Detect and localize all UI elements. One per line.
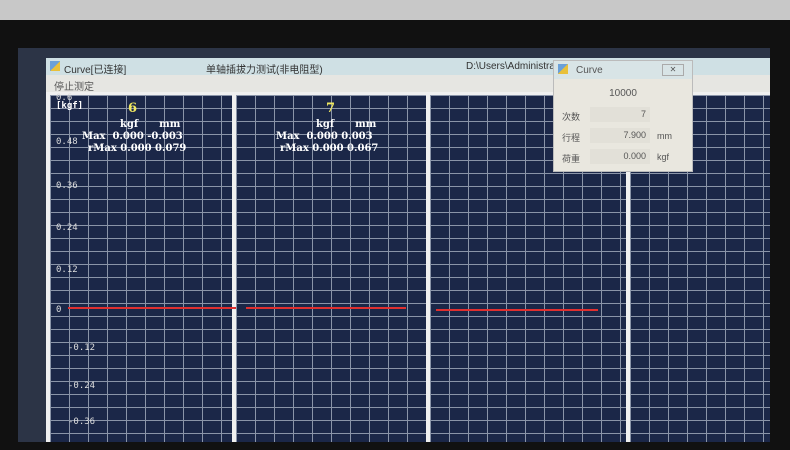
count-label: 次数 (562, 112, 581, 122)
y-label: -0.36 (68, 417, 96, 427)
channel-number: 6 (128, 101, 138, 116)
trace-line (68, 307, 246, 309)
plot-area: 0.6 [kgf] 0.48 0.36 0.24 0.12 0 -0.12 -0… (46, 92, 770, 442)
y-label: 0.36 (56, 181, 78, 191)
window-subtitle: 单轴插拔力测试(非电阻型) (206, 65, 323, 76)
y-label: 0 (56, 305, 62, 315)
load-unit: kgf (657, 152, 670, 162)
y-unit: [kgf] (56, 101, 84, 111)
app-icon (558, 64, 568, 74)
stroke-label: 行程 (562, 133, 581, 143)
y-label: 0.48 (56, 137, 78, 147)
window-title: Curve[已连接] (64, 65, 127, 76)
load-label: 荷重 (562, 154, 581, 164)
chart-panel-2: 7 kgf mm Max 0.000 0.003 rMax 0.000 0.06… (236, 95, 426, 442)
y-label: 0.12 (56, 265, 78, 275)
curve-dialog: Curve ✕ 10000 次数 7 行程 7.900 mm 荷重 0.000 … (553, 60, 693, 172)
y-label: -0.12 (68, 343, 96, 353)
dialog-title-bar: Curve ✕ (554, 61, 692, 79)
max-row: Max 0.000 -0.003 (82, 131, 183, 142)
rmax-row: rMax 0.000 0.067 (280, 143, 379, 154)
chart-panel-4 (630, 95, 770, 442)
chart-panel-1: 0.6 [kgf] 0.48 0.36 0.24 0.12 0 -0.12 -0… (50, 93, 246, 442)
top-band (0, 0, 790, 20)
dialog-title: Curve (576, 65, 603, 76)
stroke-field[interactable]: 7.900 (590, 128, 650, 143)
rmax-row: rMax 0.000 0.079 (88, 143, 187, 154)
max-row: Max 0.000 0.003 (276, 131, 373, 142)
count-row: 次数 7 (562, 107, 687, 123)
stroke-unit: mm (657, 131, 672, 141)
count-field[interactable]: 7 (590, 107, 650, 122)
app-icon (50, 61, 60, 71)
close-icon[interactable]: ✕ (662, 64, 684, 76)
file-path: D:\Users\Administra (466, 61, 555, 72)
load-field[interactable]: 0.000 (590, 149, 650, 164)
units-row: kgf mm (120, 119, 181, 130)
y-label: 0.24 (56, 223, 78, 233)
load-row: 荷重 0.000 kgf (562, 149, 687, 165)
trace-line (246, 307, 406, 309)
channel-number: 7 (326, 101, 336, 116)
units-row: kgf mm (316, 119, 377, 130)
total-count: 10000 (609, 88, 637, 99)
trace-line (436, 309, 598, 311)
stroke-row: 行程 7.900 mm (562, 128, 687, 144)
y-label: -0.24 (68, 381, 96, 391)
stop-measure-menu[interactable]: 停止测定 (54, 82, 94, 93)
y-label: 0.6 (56, 93, 73, 103)
